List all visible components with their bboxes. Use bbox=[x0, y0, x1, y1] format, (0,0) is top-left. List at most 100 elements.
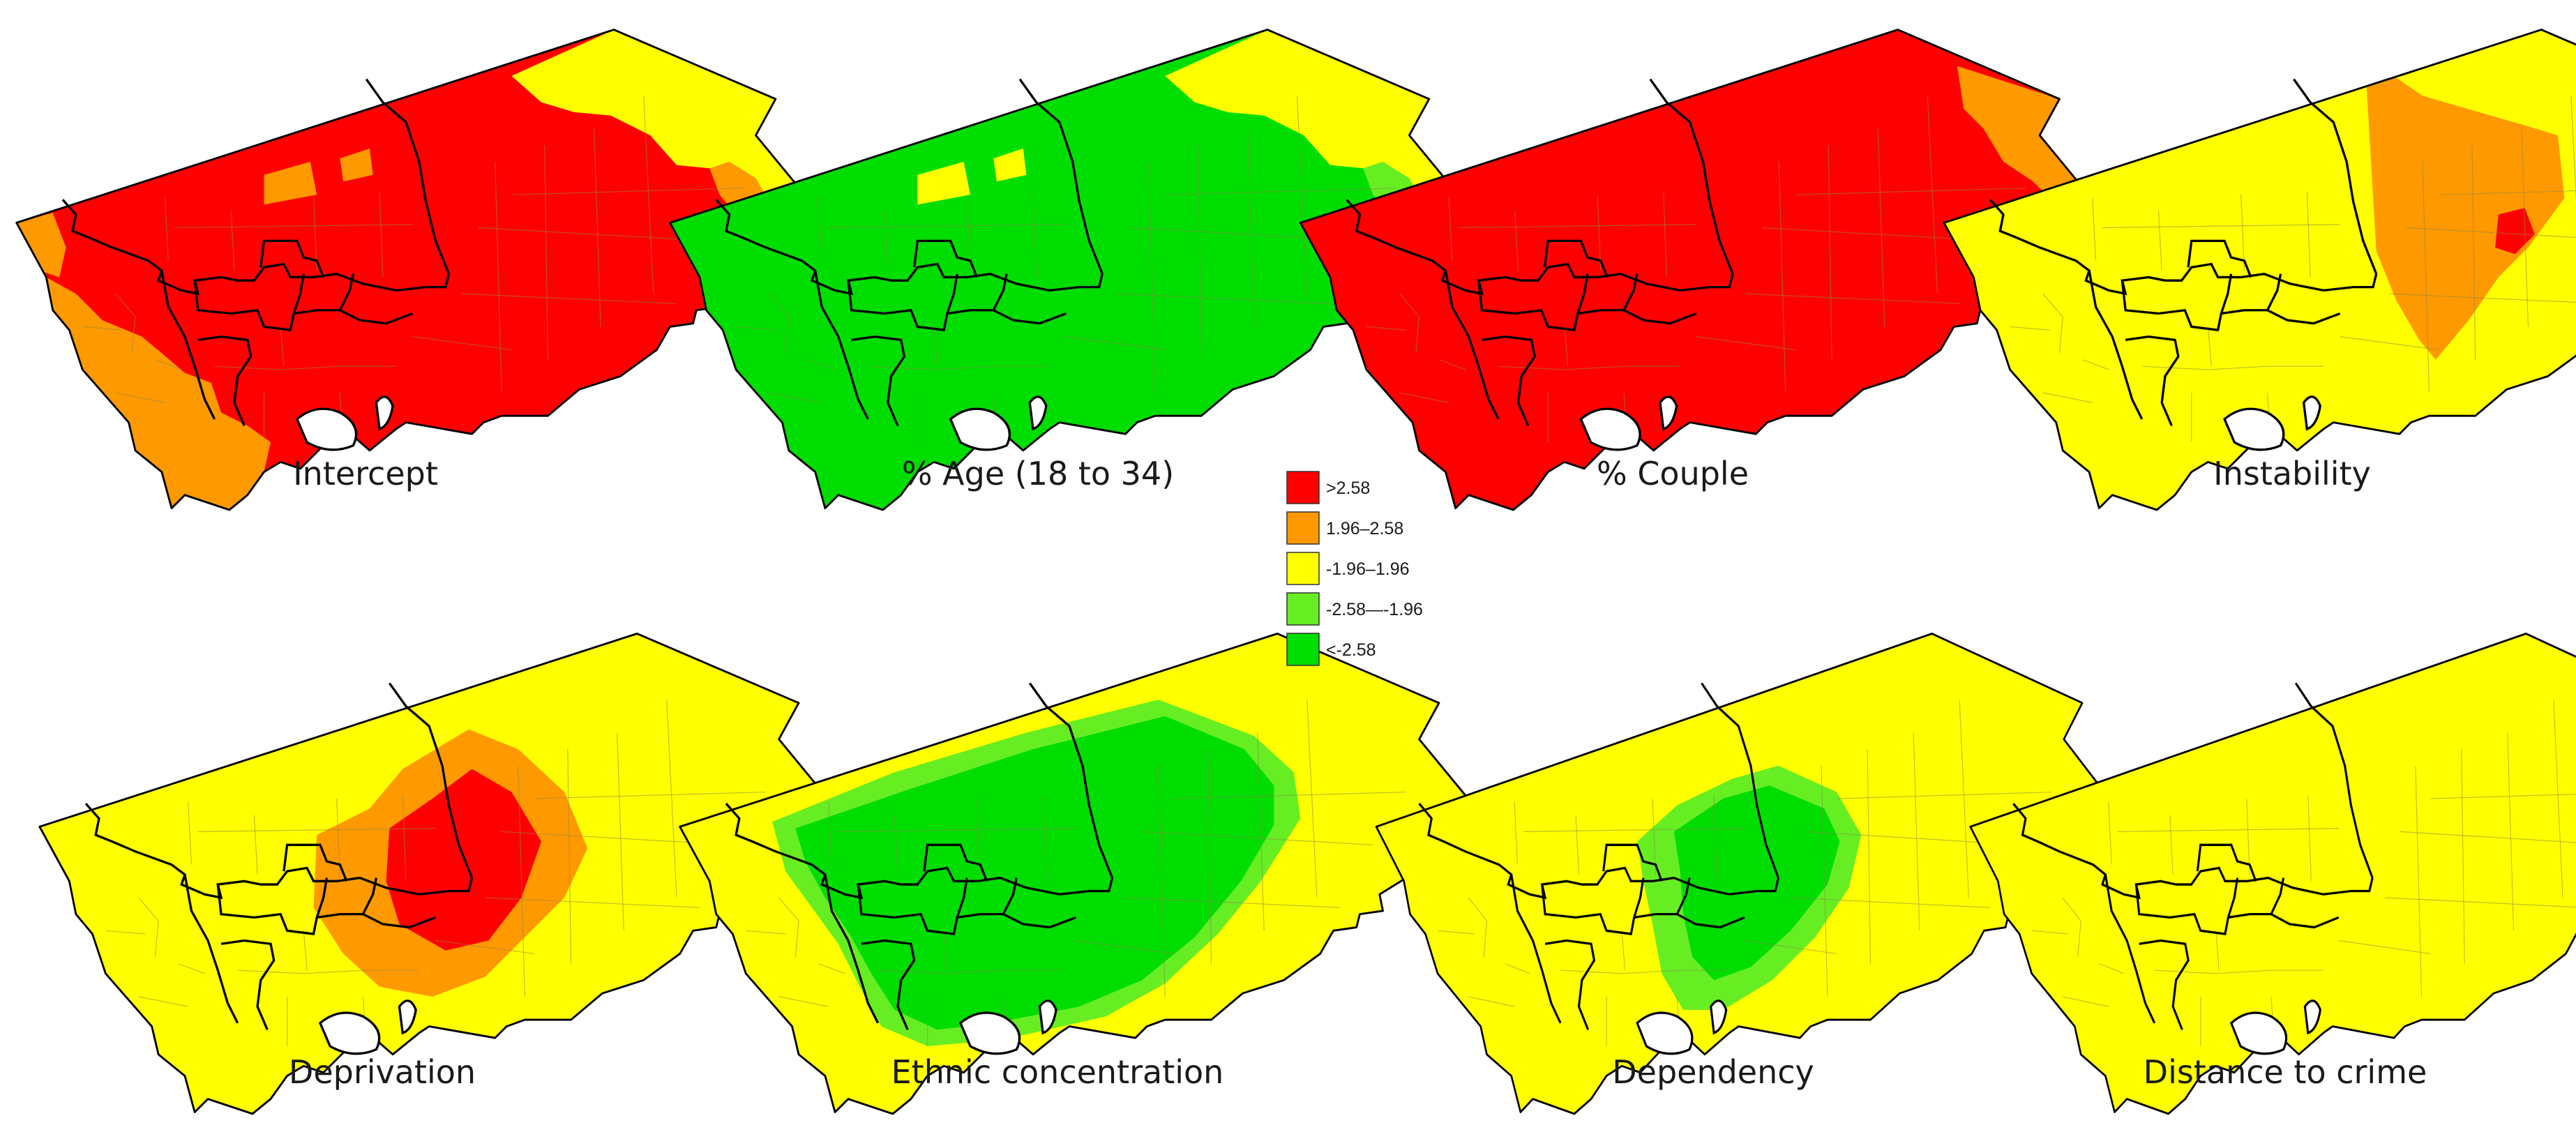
tract-boundary bbox=[1175, 791, 1406, 799]
island bbox=[1038, 1000, 1057, 1035]
tract-boundary bbox=[2553, 700, 2563, 898]
tract-boundary bbox=[2439, 188, 2576, 195]
tract-boundary bbox=[778, 996, 829, 1007]
tract-boundary bbox=[1147, 161, 1156, 393]
tract-boundary bbox=[1867, 749, 1871, 964]
tract-boundary bbox=[2108, 801, 2112, 865]
significance-patch bbox=[1957, 66, 2086, 211]
map-panels bbox=[15, 29, 2576, 1115]
legend-swatch bbox=[1286, 552, 1320, 585]
tract-boundary bbox=[2246, 799, 2250, 875]
district-boundary bbox=[2012, 803, 2374, 900]
tract-boundary bbox=[2157, 211, 2162, 271]
panel-title: % Age (18 to 34) bbox=[902, 455, 1174, 492]
tract-boundary bbox=[115, 293, 136, 354]
tract-boundary bbox=[1399, 392, 1449, 403]
district-boundary bbox=[956, 912, 1077, 929]
map-patches bbox=[1957, 66, 2086, 211]
district-boundary bbox=[259, 239, 325, 278]
tract-boundary bbox=[82, 326, 123, 331]
tract-boundary bbox=[105, 930, 146, 935]
tract-boundary bbox=[1927, 96, 1938, 294]
district-boundary bbox=[1701, 682, 1779, 879]
district-boundary bbox=[913, 239, 979, 278]
tract-boundary bbox=[1959, 700, 1969, 898]
tract-boundary bbox=[1296, 96, 1308, 294]
tract-boundary bbox=[884, 211, 889, 271]
legend-swatch bbox=[1286, 511, 1320, 545]
tract-lines bbox=[746, 700, 1406, 1046]
tract-boundary bbox=[479, 227, 710, 241]
tract-boundary bbox=[1399, 293, 1420, 354]
tract-boundary bbox=[2430, 791, 2576, 799]
tract-boundary bbox=[2141, 365, 2324, 370]
tract-boundary bbox=[976, 799, 981, 875]
tract-boundary bbox=[868, 365, 1050, 370]
tract-boundary bbox=[594, 128, 601, 327]
toronto-map bbox=[1375, 633, 2108, 1115]
tract-boundary bbox=[1778, 161, 1786, 393]
district-boundary bbox=[1541, 877, 1645, 935]
tract-boundary bbox=[1076, 940, 1175, 955]
tract-boundary bbox=[1877, 128, 1885, 327]
map-panel bbox=[1375, 633, 2108, 1115]
tract-boundary bbox=[1066, 336, 1166, 351]
island bbox=[2223, 407, 2285, 451]
district-boundary bbox=[193, 273, 305, 331]
tract-boundary bbox=[769, 392, 819, 403]
tract-boundary bbox=[1663, 191, 1668, 278]
legend-entry: 1.96–2.58 bbox=[1286, 511, 1403, 545]
district-boundary bbox=[2104, 874, 2156, 1024]
tract-boundary bbox=[1438, 359, 1466, 370]
tract-boundary bbox=[1575, 815, 1580, 875]
district-boundary bbox=[824, 874, 880, 1024]
tract-boundary bbox=[495, 161, 502, 393]
significance-patch bbox=[46, 277, 271, 511]
tract-boundary bbox=[518, 765, 525, 997]
tract-lines bbox=[736, 96, 1396, 443]
tract-boundary bbox=[379, 191, 384, 278]
district-boundary bbox=[316, 912, 437, 929]
tract-boundary bbox=[1795, 188, 2027, 195]
tract-boundary bbox=[138, 996, 188, 1007]
tract-boundary bbox=[1306, 700, 1318, 898]
district-boundary bbox=[2196, 843, 2257, 882]
tract-boundary bbox=[1042, 795, 1047, 882]
legend-entry: -1.96–1.96 bbox=[1286, 552, 1410, 585]
district-boundary bbox=[1346, 199, 1734, 296]
tract-boundary bbox=[769, 293, 790, 354]
tract-boundary bbox=[2062, 897, 2081, 958]
legend-entry: >2.58 bbox=[1286, 471, 1370, 504]
tract-boundary bbox=[138, 897, 159, 958]
tract-boundary bbox=[462, 293, 677, 304]
map-panel bbox=[1943, 29, 2576, 511]
legend-swatch bbox=[1286, 592, 1320, 626]
tract-boundary bbox=[336, 799, 340, 875]
panel-title: Distance to crime bbox=[2144, 1053, 2427, 1091]
district-boundary bbox=[1510, 874, 1562, 1024]
tract-boundary bbox=[2099, 963, 2124, 974]
district-boundary bbox=[220, 939, 276, 1030]
tract-boundary bbox=[878, 970, 1060, 974]
map-panel bbox=[679, 633, 1467, 1115]
district-boundary bbox=[361, 877, 378, 915]
district-boundary bbox=[1649, 78, 1734, 275]
district-boundary bbox=[1622, 273, 1639, 311]
district-boundary bbox=[2294, 682, 2374, 879]
legend-label: -1.96–1.96 bbox=[1326, 559, 1410, 579]
tract-boundary bbox=[894, 815, 898, 875]
tract-boundary bbox=[1207, 749, 1212, 964]
legend-swatch bbox=[1286, 471, 1320, 504]
tract-boundary bbox=[2406, 227, 2576, 241]
tract-boundary bbox=[567, 749, 572, 964]
tract-boundary bbox=[1158, 765, 1166, 997]
tract-boundary bbox=[303, 930, 308, 971]
tract-boundary bbox=[2422, 161, 2430, 393]
island bbox=[958, 1011, 1021, 1055]
tract-boundary bbox=[1745, 940, 1837, 955]
island bbox=[2302, 395, 2322, 431]
tract-boundary bbox=[1125, 897, 1341, 908]
tract-boundary bbox=[237, 970, 419, 974]
island bbox=[1579, 407, 1641, 451]
district-boundary bbox=[992, 273, 1008, 311]
